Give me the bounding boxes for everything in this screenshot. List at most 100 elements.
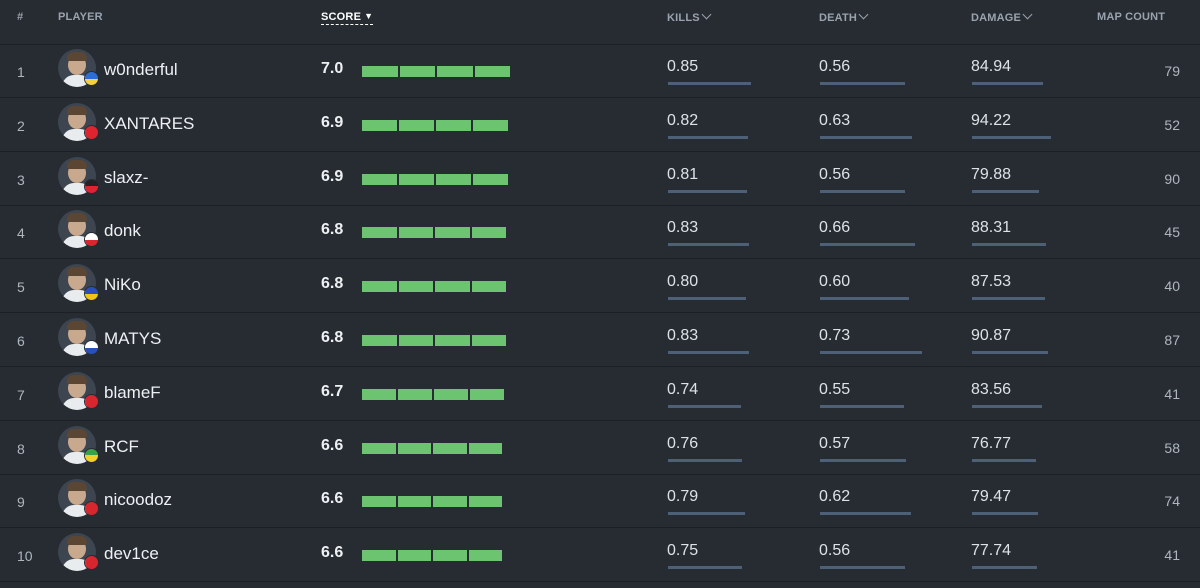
- damage-bar: [972, 566, 1037, 570]
- score-bar-segment: [435, 227, 470, 239]
- table-row[interactable]: 10 dev1ce 6.6 0.75 0.56 77.74 41: [0, 528, 1200, 583]
- score-bar-segment: [362, 442, 396, 454]
- score-bar-segment: [398, 281, 433, 293]
- damage-sort-header[interactable]: DAMAGE: [971, 9, 1033, 24]
- score-bar-segment: [468, 496, 502, 508]
- player-name-link[interactable]: w0nderful: [104, 60, 178, 79]
- table-row[interactable]: 7 blameF 6.7 0.74 0.55 83.56 41: [0, 367, 1200, 421]
- score-header-label: SCORE: [321, 11, 362, 23]
- player-avatar[interactable]: [58, 533, 96, 572]
- table-row[interactable]: 4 donk 6.8 0.83 0.66 88.31 45: [0, 205, 1200, 260]
- player-name-link[interactable]: NiKo: [104, 275, 141, 295]
- rank-header: #: [17, 11, 24, 23]
- kills-bar: [668, 351, 749, 354]
- rank-number: 10: [17, 548, 33, 565]
- kills-bar: [668, 82, 751, 85]
- score-bar: [362, 173, 508, 185]
- score-bar-segment: [471, 281, 506, 293]
- brazil-flag-icon: [84, 447, 99, 463]
- player-name-link[interactable]: slaxz-: [104, 167, 149, 187]
- table-row[interactable]: 1 w0nderful 7.0 0.85 0.56 84.94 79: [0, 44, 1200, 98]
- table-row[interactable]: 2 XANTARES 6.9 0.82 0.63 94.22 52: [0, 98, 1200, 152]
- death-value: 0.63: [819, 111, 851, 129]
- score-value: 6.6: [321, 436, 344, 454]
- kills-bar: [668, 189, 747, 193]
- kills-value: 0.76: [667, 434, 699, 452]
- russia-flag-icon: [84, 232, 99, 248]
- score-bar-segment: [397, 496, 431, 508]
- damage-value: 77.74: [971, 542, 1012, 560]
- player-name-link[interactable]: MATYS: [104, 329, 162, 348]
- death-value: 0.55: [819, 380, 851, 398]
- score-bar: [362, 388, 504, 400]
- map-count-value: 52: [1164, 116, 1180, 133]
- player-avatar[interactable]: [58, 425, 96, 464]
- slovakia-flag-icon: [84, 340, 99, 355]
- chevron-down-icon: [701, 9, 712, 20]
- denmark-flag-icon: [84, 501, 99, 517]
- player-name-link[interactable]: XANTARES: [104, 113, 195, 133]
- rank-number: 7: [17, 386, 25, 403]
- bosnia-flag-icon: [84, 286, 99, 302]
- death-bar: [820, 512, 911, 516]
- rank-number: 1: [17, 64, 25, 80]
- kills-sort-header[interactable]: KILLS: [667, 9, 712, 24]
- death-sort-header[interactable]: DEATH: [819, 9, 869, 24]
- player-header: PLAYER: [58, 11, 103, 23]
- player-name-link[interactable]: nicoodoz: [104, 490, 173, 510]
- score-bar-segment: [435, 281, 470, 293]
- death-bar: [820, 404, 904, 408]
- kills-bar: [668, 297, 746, 301]
- kills-value: 0.82: [667, 111, 699, 129]
- table-row[interactable]: 9 nicoodoz 6.6 0.79 0.62 79.47 74: [0, 474, 1200, 529]
- rank-number: 4: [17, 225, 25, 242]
- player-name-link[interactable]: dev1ce: [104, 544, 159, 564]
- player-name-link[interactable]: donk: [104, 221, 141, 241]
- table-header: # PLAYER SCORE ▼ KILLS DEATH DAMAGE MAP C…: [0, 0, 1200, 45]
- death-bar: [820, 566, 905, 570]
- death-bar: [820, 458, 906, 462]
- kills-header-label: KILLS: [667, 12, 700, 24]
- damage-value: 88.31: [971, 219, 1012, 237]
- table-row[interactable]: 6 MATYS 6.8 0.83 0.73 90.87 87: [0, 313, 1200, 367]
- caret-down-icon: ▼: [364, 11, 374, 21]
- score-bar: [362, 119, 508, 131]
- score-value: 6.8: [321, 221, 344, 239]
- kills-value: 0.83: [667, 219, 699, 237]
- score-sort-header[interactable]: SCORE ▼: [321, 11, 374, 25]
- rank-number: 6: [17, 333, 25, 349]
- score-value: 6.9: [321, 167, 344, 185]
- death-bar: [820, 189, 905, 193]
- score-value: 6.6: [321, 544, 344, 562]
- table-row[interactable]: 3 slaxz- 6.9 0.81 0.56 79.88 90: [0, 152, 1200, 206]
- score-value: 6.7: [321, 382, 344, 400]
- death-header-label: DEATH: [819, 12, 858, 24]
- score-bar-segment: [433, 550, 467, 562]
- score-bar-segment: [474, 66, 510, 77]
- table-row[interactable]: 8 RCF 6.6 0.76 0.57 76.77 58: [0, 421, 1200, 475]
- map-count-value: 79: [1164, 63, 1180, 79]
- death-value: 0.60: [819, 273, 851, 291]
- player-avatar[interactable]: [58, 264, 96, 303]
- score-bar-segment: [433, 496, 467, 508]
- map-count-header[interactable]: MAP COUNT: [1097, 11, 1166, 23]
- score-bar-segment: [399, 173, 434, 185]
- ukraine-flag-icon: [84, 71, 99, 86]
- score-bar-segment: [399, 119, 434, 131]
- rank-number: 3: [17, 171, 25, 188]
- table-row[interactable]: 5 NiKo 6.8 0.80 0.60 87.53 40: [0, 259, 1200, 314]
- kills-value: 0.85: [667, 58, 699, 75]
- score-bar-segment: [362, 66, 398, 77]
- score-bar-segment: [398, 335, 433, 346]
- score-bar-segment: [398, 227, 433, 239]
- kills-value: 0.75: [667, 542, 699, 560]
- player-name-link[interactable]: RCF: [104, 436, 139, 456]
- kills-value: 0.81: [667, 165, 699, 183]
- score-bar: [362, 227, 506, 239]
- score-bar-segment: [362, 227, 397, 239]
- player-name-link[interactable]: blameF: [104, 382, 161, 402]
- map-count-value: 90: [1164, 170, 1180, 187]
- score-bar-segment: [397, 442, 431, 454]
- score-value: 6.8: [321, 275, 344, 293]
- death-bar: [820, 82, 905, 85]
